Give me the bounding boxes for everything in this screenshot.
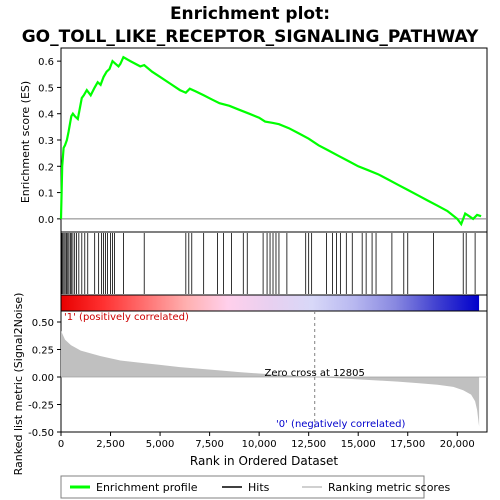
es-y-tick-label: 0.2 (38, 162, 54, 173)
negative-correlation-label: '0' (negatively correlated) (276, 419, 405, 430)
ranked-y-tick-label: -0.25 (28, 401, 54, 412)
ranked-y-tick-label: 0.00 (32, 373, 54, 384)
x-axis-label: Rank in Ordered Dataset (190, 454, 338, 468)
es-y-tick-label: 0.0 (38, 215, 54, 226)
zero-cross-label: Zero cross at 12805 (265, 368, 365, 379)
legend-label: Hits (248, 481, 270, 494)
rank-bar-fill (61, 295, 480, 311)
es-y-tick-label: 0.5 (38, 83, 54, 94)
ranked-y-tick-label: -0.50 (28, 428, 54, 439)
positive-correlation-label: '1' (positively correlated) (64, 312, 189, 323)
x-tick-label: 7,500 (195, 439, 224, 450)
x-tick-label: 5,000 (146, 439, 175, 450)
es-axis-label: Enrichment score (ES) (19, 81, 32, 203)
legend-label: Ranking metric scores (328, 481, 450, 494)
rank-color-bar (60, 294, 488, 312)
es-y-tick-label: 0.1 (38, 189, 54, 200)
es-panel: 0.0 0.1 0.2 0.3 0.4 0.5 0.6 (38, 47, 488, 233)
x-tick-label: 20,000 (440, 439, 475, 450)
ranked-axis-label: Ranked list metric (Signal2Noise) (12, 293, 25, 476)
es-y-tick-label: 0.3 (38, 136, 54, 147)
ranked-metric-area (61, 330, 480, 427)
chart-title-line1: Enrichment plot: (170, 4, 330, 24)
x-tick-label: 0 (58, 439, 64, 450)
hits-area (60, 231, 488, 296)
ranked-y-tick-label: 0.50 (32, 318, 54, 329)
chart-title-line2: GO_TOLL_LIKE_RECEPTOR_SIGNALING_PATHWAY (22, 27, 479, 47)
legend-box (60, 475, 425, 499)
x-tick-label: 15,000 (341, 439, 376, 450)
x-tick-label: 17,500 (390, 439, 425, 450)
legend: Enrichment profile Hits Ranking metric sco… (60, 475, 450, 499)
es-y-tick-label: 0.6 (38, 57, 54, 68)
ranked-y-tick-label: 0.25 (32, 346, 54, 357)
es-enrichment-line (59, 55, 482, 227)
x-tick-label: 12,500 (291, 439, 326, 450)
legend-label: Enrichment profile (96, 481, 198, 494)
x-tick-label: 10,000 (242, 439, 277, 450)
ranked-metric-panel: Zero cross at 12805 '1' (positively corre… (28, 310, 488, 450)
es-y-tick-label: 0.4 (38, 110, 54, 121)
hits-panel (60, 231, 488, 296)
es-plot-area (60, 47, 488, 233)
x-tick-label: 2,500 (96, 439, 125, 450)
